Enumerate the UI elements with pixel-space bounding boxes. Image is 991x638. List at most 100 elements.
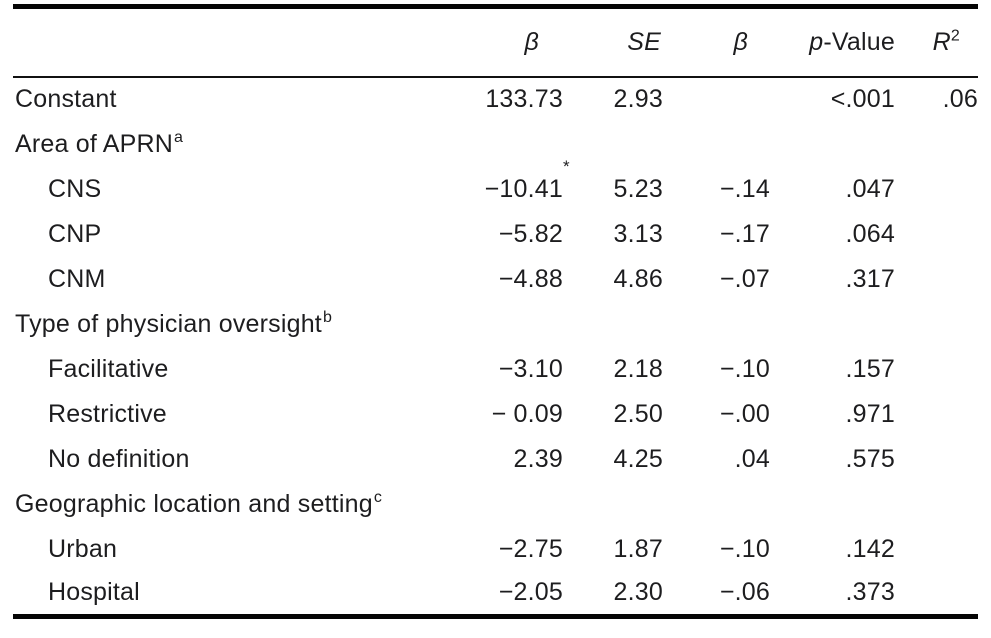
beta-symbol: β: [733, 27, 748, 56]
r-squared-exponent: 2: [950, 27, 960, 45]
footnote-marker-a: a: [174, 129, 184, 147]
cell-beta: [663, 77, 770, 122]
cell-b: −5.82: [473, 212, 563, 257]
header-beta-unstandardized: β: [473, 6, 563, 78]
beta-symbol: β: [524, 27, 539, 56]
cell-b: −2.05: [473, 572, 563, 617]
cell-p: .575: [845, 444, 895, 473]
row-label: Constant: [13, 77, 473, 122]
cell-beta: −.10: [719, 354, 770, 383]
cell-value: −2.75: [498, 534, 563, 563]
cell-se: [563, 302, 663, 347]
table-row-group-area-of-aprn: Area of APRNa: [13, 122, 978, 167]
row-label: Hospital: [13, 572, 473, 617]
header-standard-error: SE: [563, 6, 663, 78]
footnote-marker-c: c: [373, 489, 383, 507]
cell-se: 2.93: [613, 85, 663, 113]
header-r-squared: R2: [895, 6, 978, 78]
cell-r2: [895, 482, 978, 527]
row-label-text: CNS: [48, 174, 102, 203]
row-label-text: No definition: [48, 444, 190, 473]
header-p-value: p-Value: [770, 6, 895, 78]
header-row: β SE β p-Value R2: [13, 6, 978, 78]
cell-se: 2.50: [613, 399, 663, 428]
cell-b: −2.75: [473, 527, 563, 572]
cell-b: −10.41 *: [484, 156, 570, 203]
row-label-text: Hospital: [48, 578, 140, 607]
row-label: Urban: [13, 527, 473, 572]
row-label-text: Geographic location and setting: [15, 489, 373, 518]
cell-value: −10.41: [484, 174, 563, 203]
table-row-constant: Constant 133.73 2.93 <.001 .06: [13, 77, 978, 122]
cell-p: [770, 302, 895, 347]
row-label: CNP: [13, 212, 473, 257]
row-label: Area of APRNa: [13, 122, 473, 167]
cell-value: 133.73: [485, 85, 563, 113]
row-label-text: Urban: [48, 534, 118, 563]
table-row-cnm: CNM −4.88 4.86 −.07 .317: [13, 257, 978, 302]
cell-p: .142: [845, 534, 895, 563]
cell-beta: −.14: [719, 174, 770, 203]
cell-beta: [663, 302, 770, 347]
cell-value: − 0.09: [491, 399, 563, 428]
table-row-cns: CNS −10.41 * 5.23 −.14 .047: [13, 156, 978, 212]
cell-p: .373: [845, 578, 895, 607]
cell-beta: [663, 482, 770, 527]
footnote-marker-b: b: [322, 309, 333, 327]
cell-r2: [895, 167, 978, 212]
cell-p: [770, 122, 895, 167]
cell-p: .157: [845, 354, 895, 383]
cell-beta: −.10: [719, 534, 770, 563]
table-row-hospital: Hospital −2.05 2.30 −.06 .373: [13, 572, 978, 617]
cell-b: − 0.09: [473, 392, 563, 437]
cell-r2: [895, 437, 978, 482]
row-label: Facilitative: [13, 347, 473, 392]
cell-se: [563, 122, 663, 167]
cell-p: .971: [845, 399, 895, 428]
cell-p: .047: [845, 174, 895, 203]
cell-beta: −.17: [719, 219, 770, 248]
cell-beta: .04: [734, 444, 770, 473]
row-label: CNS: [13, 167, 473, 212]
row-label-text: CNM: [48, 264, 106, 293]
row-label-text: CNP: [48, 219, 102, 248]
cell-r2: [895, 527, 978, 572]
p-symbol: p: [809, 27, 824, 56]
row-label-text: Area of APRN: [15, 129, 174, 158]
row-label-text: Restrictive: [48, 399, 167, 428]
cell-r2: [895, 212, 978, 257]
cell-beta: −.06: [719, 578, 770, 607]
cell-r2: [895, 347, 978, 392]
cell-b: [473, 122, 563, 167]
cell-beta: −.07: [719, 264, 770, 293]
r-symbol: R: [932, 27, 951, 56]
cell-value: −4.88: [498, 264, 563, 293]
cell-beta: −.00: [719, 399, 770, 428]
cell-b: −3.10: [473, 347, 563, 392]
cell-se: 5.23: [613, 174, 663, 203]
cell-p: .064: [845, 219, 895, 248]
cell-b: 2.39: [473, 437, 563, 482]
table-row-facilitative: Facilitative −3.10 2.18 −.10 .157: [13, 347, 978, 392]
header-empty-label: [13, 6, 473, 78]
row-label: No definition: [13, 437, 473, 482]
cell-se: 1.87: [613, 534, 663, 563]
row-label: Type of physician oversightb: [13, 302, 473, 347]
cell-r2: [895, 572, 978, 617]
row-label: Restrictive: [13, 392, 473, 437]
cell-value: −3.10: [498, 354, 563, 383]
table-row-cnp: CNP −5.82 3.13 −.17 .064: [13, 212, 978, 257]
cell-b: 133.73: [473, 77, 563, 122]
cell-value: −5.82: [498, 219, 563, 248]
table-row-urban: Urban −2.75 1.87 −.10 .142: [13, 527, 978, 572]
cell-p: <.001: [830, 85, 895, 113]
cell-r2: [895, 257, 978, 302]
cell-se: 3.13: [613, 219, 663, 248]
cell-se: [563, 482, 663, 527]
p-value-suffix: -Value: [823, 27, 895, 56]
row-label-text: Facilitative: [48, 354, 169, 383]
cell-p: [770, 482, 895, 527]
cell-beta: [663, 122, 770, 167]
cell-value: −2.05: [498, 578, 563, 607]
cell-r2: .06: [942, 85, 978, 113]
